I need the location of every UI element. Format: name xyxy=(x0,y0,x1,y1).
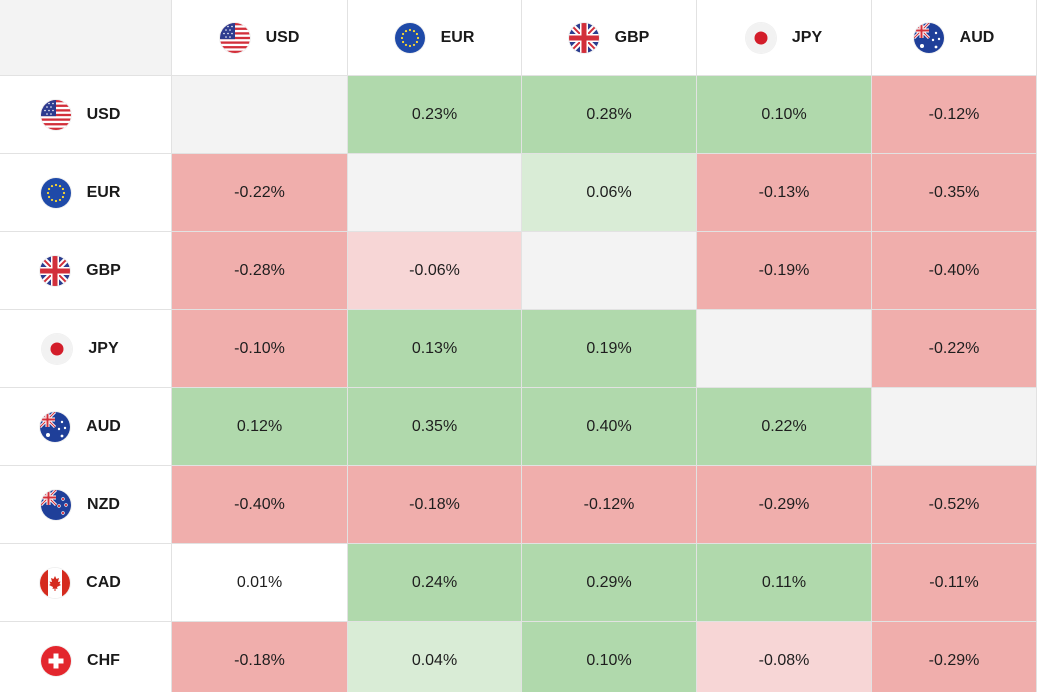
heatmap-cell-eur-aud: -0.35% xyxy=(872,154,1037,232)
column-header-jpy: JPY xyxy=(697,0,872,76)
heatmap-cell-jpy-eur: 0.13% xyxy=(348,310,522,388)
heatmap-cell-eur-eur xyxy=(348,154,522,232)
heatmap-cell-gbp-jpy: -0.19% xyxy=(697,232,872,310)
heatmap-cell-jpy-aud: -0.22% xyxy=(872,310,1037,388)
heatmap-cell-cad-eur: 0.24% xyxy=(348,544,522,622)
row-header-gbp-label: GBP xyxy=(86,261,121,279)
heatmap-cell-gbp-usd: -0.28% xyxy=(172,232,348,310)
row-header-cad: CAD xyxy=(0,544,172,622)
heatmap-cell-eur-jpy: -0.13% xyxy=(697,154,872,232)
row-header-nzd-content: NZD xyxy=(41,489,120,520)
australia-flag-icon xyxy=(40,411,71,442)
uk-flag-icon xyxy=(40,255,71,286)
column-header-gbp-label: GBP xyxy=(614,28,650,46)
us-flag-icon xyxy=(219,22,250,53)
column-header-aud: AUD xyxy=(872,0,1037,76)
heatmap-cell-usd-aud: -0.12% xyxy=(872,76,1037,154)
heatmap-cell-eur-gbp: 0.06% xyxy=(522,154,697,232)
row-header-gbp: GBP xyxy=(0,232,172,310)
uk-flag-icon xyxy=(568,22,599,53)
row-header-cad-label: CAD xyxy=(86,573,121,591)
row-header-jpy: JPY xyxy=(0,310,172,388)
switzerland-flag-icon xyxy=(41,645,72,676)
row-header-usd: USD xyxy=(0,76,172,154)
column-header-aud-content: AUD xyxy=(913,22,995,53)
row-header-gbp-content: GBP xyxy=(40,255,121,286)
heatmap-cell-gbp-eur: -0.06% xyxy=(348,232,522,310)
heatmap-cell-jpy-gbp: 0.19% xyxy=(522,310,697,388)
heatmap-cell-aud-jpy: 0.22% xyxy=(697,388,872,466)
row-header-aud-content: AUD xyxy=(40,411,121,442)
eu-flag-icon xyxy=(394,22,425,53)
canada-flag-icon xyxy=(40,567,71,598)
new-zealand-flag-icon xyxy=(41,489,72,520)
eu-flag-icon xyxy=(40,177,71,208)
heatmap-cell-nzd-gbp: -0.12% xyxy=(522,466,697,544)
column-header-gbp-content: GBP xyxy=(568,22,650,53)
heatmap-cell-chf-aud: -0.29% xyxy=(872,622,1037,692)
heatmap-cell-cad-jpy: 0.11% xyxy=(697,544,872,622)
row-header-aud: AUD xyxy=(0,388,172,466)
column-header-eur-content: EUR xyxy=(394,22,475,53)
heatmap-cell-gbp-aud: -0.40% xyxy=(872,232,1037,310)
heatmap-cell-usd-usd xyxy=(172,76,348,154)
column-header-usd-label: USD xyxy=(265,28,300,46)
heatmap-cell-nzd-aud: -0.52% xyxy=(872,466,1037,544)
heatmap-cell-jpy-usd: -0.10% xyxy=(172,310,348,388)
heatmap-cell-gbp-gbp xyxy=(522,232,697,310)
row-header-cad-content: CAD xyxy=(40,567,121,598)
column-header-jpy-label: JPY xyxy=(791,28,823,46)
row-header-usd-label: USD xyxy=(86,105,121,123)
heatmap-cell-nzd-eur: -0.18% xyxy=(348,466,522,544)
row-header-chf-content: CHF xyxy=(41,645,120,676)
column-header-jpy-content: JPY xyxy=(745,22,823,53)
japan-flag-icon xyxy=(42,333,73,364)
heatmap-cell-chf-gbp: 0.10% xyxy=(522,622,697,692)
column-header-usd: USD xyxy=(172,0,348,76)
heatmap-cell-chf-eur: 0.04% xyxy=(348,622,522,692)
row-header-usd-content: USD xyxy=(40,99,121,130)
heatmap-cell-cad-gbp: 0.29% xyxy=(522,544,697,622)
row-header-chf: CHF xyxy=(0,622,172,692)
row-header-nzd: NZD xyxy=(0,466,172,544)
corner-cell xyxy=(0,0,172,76)
heatmap-cell-chf-jpy: -0.08% xyxy=(697,622,872,692)
heatmap-cell-aud-aud xyxy=(872,388,1037,466)
row-header-eur-content: EUR xyxy=(40,177,121,208)
heatmap-cell-usd-eur: 0.23% xyxy=(348,76,522,154)
column-header-eur-label: EUR xyxy=(440,28,475,46)
heatmap-cell-chf-usd: -0.18% xyxy=(172,622,348,692)
heatmap-cell-aud-gbp: 0.40% xyxy=(522,388,697,466)
heatmap-cell-aud-usd: 0.12% xyxy=(172,388,348,466)
row-header-chf-label: CHF xyxy=(87,651,120,669)
row-header-jpy-content: JPY xyxy=(42,333,119,364)
row-header-jpy-label: JPY xyxy=(88,339,119,357)
heatmap-cell-jpy-jpy xyxy=(697,310,872,388)
heatmap-cell-cad-aud: -0.11% xyxy=(872,544,1037,622)
column-header-aud-label: AUD xyxy=(959,28,995,46)
row-header-eur: EUR xyxy=(0,154,172,232)
heatmap-cell-nzd-jpy: -0.29% xyxy=(697,466,872,544)
australia-flag-icon xyxy=(913,22,944,53)
column-header-usd-content: USD xyxy=(219,22,300,53)
heatmap-cell-usd-gbp: 0.28% xyxy=(522,76,697,154)
heatmap-cell-nzd-usd: -0.40% xyxy=(172,466,348,544)
column-header-eur: EUR xyxy=(348,0,522,76)
japan-flag-icon xyxy=(745,22,776,53)
row-header-aud-label: AUD xyxy=(86,417,121,435)
heatmap-cell-cad-usd: 0.01% xyxy=(172,544,348,622)
row-header-eur-label: EUR xyxy=(86,183,121,201)
us-flag-icon xyxy=(40,99,71,130)
row-header-nzd-label: NZD xyxy=(87,495,120,513)
heatmap-cell-usd-jpy: 0.10% xyxy=(697,76,872,154)
heatmap-cell-aud-eur: 0.35% xyxy=(348,388,522,466)
heatmap-cell-eur-usd: -0.22% xyxy=(172,154,348,232)
column-header-gbp: GBP xyxy=(522,0,697,76)
